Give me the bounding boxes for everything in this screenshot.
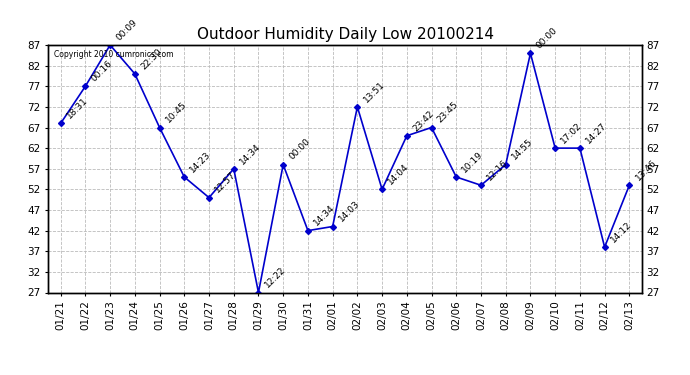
Text: 22:30: 22:30: [139, 46, 164, 71]
Text: 14:55: 14:55: [510, 137, 535, 162]
Text: 18:31: 18:31: [65, 96, 90, 121]
Text: 14:04: 14:04: [386, 162, 411, 187]
Text: 00:09: 00:09: [115, 18, 139, 42]
Text: 00:16: 00:16: [90, 59, 115, 84]
Text: 23:45: 23:45: [435, 100, 460, 125]
Title: Outdoor Humidity Daily Low 20100214: Outdoor Humidity Daily Low 20100214: [197, 27, 493, 42]
Text: 12:22: 12:22: [263, 266, 287, 290]
Text: 17:02: 17:02: [560, 121, 584, 146]
Text: 00:00: 00:00: [287, 137, 312, 162]
Text: 10:19: 10:19: [460, 150, 485, 174]
Text: Copyright 2010 cumronics.com: Copyright 2010 cumronics.com: [55, 50, 174, 59]
Text: 10:45: 10:45: [164, 100, 188, 125]
Text: 23:42: 23:42: [411, 109, 435, 133]
Text: 12:16: 12:16: [485, 158, 510, 183]
Text: 14:34: 14:34: [312, 203, 337, 228]
Text: 14:27: 14:27: [584, 121, 609, 146]
Text: 14:34: 14:34: [238, 141, 262, 166]
Text: 14:12: 14:12: [609, 220, 633, 245]
Text: 12:57: 12:57: [213, 170, 238, 195]
Text: 13:46: 13:46: [633, 158, 658, 183]
Text: 14:23: 14:23: [188, 150, 213, 174]
Text: 14:03: 14:03: [337, 199, 362, 224]
Text: 00:00: 00:00: [535, 26, 560, 51]
Text: 13:51: 13:51: [362, 80, 386, 104]
